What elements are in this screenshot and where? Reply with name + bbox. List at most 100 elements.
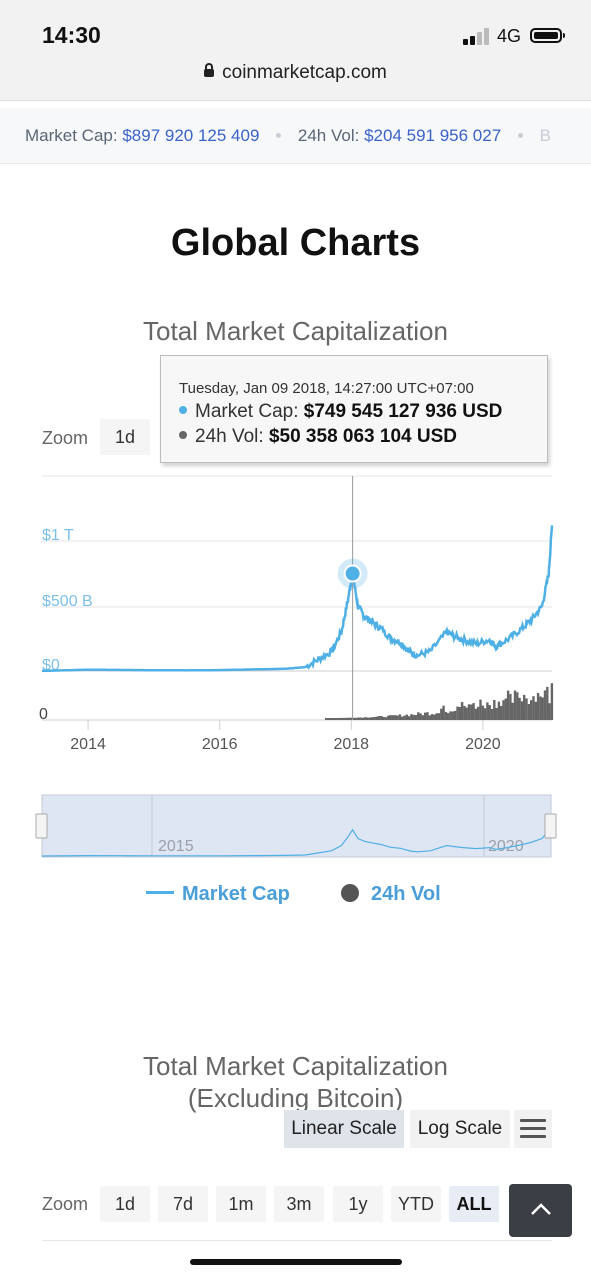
tooltip-label: 24h Vol: xyxy=(195,426,264,447)
highlighted-point xyxy=(343,564,362,583)
hamburger-icon-bar xyxy=(520,1135,546,1138)
navigator-label: 2015 xyxy=(158,838,194,855)
lock-icon xyxy=(204,63,215,77)
volume-bar xyxy=(472,703,475,720)
volume-bar xyxy=(387,715,390,720)
chevron-up-icon xyxy=(531,1203,551,1215)
x-tick-label: 2018 xyxy=(333,736,369,753)
url-text: coinmarketcap.com xyxy=(222,62,387,83)
tooltip-value: $749 545 127 936 USD xyxy=(303,401,503,422)
zoom-1d-button[interactable]: 1d xyxy=(100,419,150,455)
volume-bar xyxy=(442,705,445,720)
linear-scale-button[interactable]: Linear Scale xyxy=(284,1110,404,1148)
tooltip-value: $50 358 063 104 USD xyxy=(268,426,457,447)
volume-bar xyxy=(444,711,448,720)
chart-menu-button[interactable] xyxy=(514,1110,552,1148)
legend-item-market-cap[interactable]: Market Cap xyxy=(146,883,290,906)
x-tick-label: 2014 xyxy=(70,736,106,753)
navigator[interactable]: 2015 2020 xyxy=(35,794,557,858)
volume-bar xyxy=(518,697,521,720)
volume-bar xyxy=(407,716,411,720)
navigator-right-handle[interactable] xyxy=(544,813,557,839)
volume-bar xyxy=(368,717,372,720)
volume-bar xyxy=(354,717,358,720)
volume-bar xyxy=(523,694,526,720)
volume-bar xyxy=(424,712,427,720)
address-bar[interactable]: coinmarketcap.com xyxy=(0,62,591,84)
navigator-left-handle[interactable] xyxy=(35,813,48,839)
market-cap-chart[interactable]: $1 T $500 B $0 0 2014 2016 2018 2020 2015 2… xyxy=(0,460,591,880)
volume-bar xyxy=(486,702,489,720)
volume-bar xyxy=(377,716,381,720)
volume-bar xyxy=(419,713,422,720)
log-scale-button[interactable]: Log Scale xyxy=(410,1110,510,1148)
volume-bar xyxy=(481,705,484,720)
zoom-1d-button[interactable]: 1d xyxy=(100,1186,150,1222)
status-time: 14:30 xyxy=(42,22,101,48)
volume-bar xyxy=(414,715,418,720)
volume-bar xyxy=(357,717,360,720)
volume-bar xyxy=(380,716,383,720)
y-tick-label: $500 B xyxy=(42,593,93,610)
volume-bar xyxy=(426,712,429,720)
zoom-3m-button[interactable]: 3m xyxy=(274,1186,324,1222)
market-cap-link[interactable]: $897 920 125 409 xyxy=(122,126,260,145)
volume-bar xyxy=(511,702,514,720)
divider xyxy=(42,1240,552,1241)
global-stats-ticker: Market Cap: $897 920 125 409 24h Vol: $2… xyxy=(0,108,591,164)
zoom-1y-button[interactable]: 1y xyxy=(333,1186,383,1222)
volume-bar xyxy=(343,717,346,720)
volume-bar xyxy=(449,711,452,720)
zoom-all-button[interactable]: ALL xyxy=(449,1186,499,1222)
series-dot-icon xyxy=(179,431,187,439)
next-stat-label: B xyxy=(539,126,551,145)
browser-top-bar: 14:30 4G coinmarketcap.com xyxy=(0,0,591,101)
volume-bar xyxy=(341,717,344,720)
volume-bar xyxy=(435,713,438,720)
volume-bar xyxy=(456,706,459,720)
volume-bar xyxy=(467,704,471,720)
volume-bar xyxy=(509,694,512,720)
volume-bar xyxy=(396,715,399,720)
volume-bar xyxy=(530,700,533,720)
scroll-to-top-button[interactable] xyxy=(509,1184,572,1237)
market-cap-series-line xyxy=(41,525,554,673)
volume-bar xyxy=(527,704,531,720)
volume-bar xyxy=(371,717,374,720)
volume-bar xyxy=(520,701,524,720)
signal-icon xyxy=(463,28,491,45)
zoom-7d-button[interactable]: 7d xyxy=(158,1186,208,1222)
volume-bar xyxy=(488,705,491,720)
volume-bar xyxy=(440,708,443,720)
volume-bar xyxy=(451,711,454,720)
volume-bar xyxy=(474,708,478,720)
volume-bar xyxy=(417,712,420,720)
separator-dot xyxy=(517,133,523,138)
hamburger-icon-bar xyxy=(520,1127,546,1130)
volume-bar xyxy=(532,696,535,720)
volume-bar xyxy=(403,715,406,720)
volume-bar xyxy=(398,714,402,720)
volume-bar xyxy=(366,717,369,720)
volume-bar xyxy=(463,705,466,720)
vol-axis-tick: 0 xyxy=(39,706,48,723)
volume-bar xyxy=(513,690,517,720)
vol-link[interactable]: $204 591 956 027 xyxy=(364,126,502,145)
volume-bar xyxy=(382,717,385,720)
zoom-1m-button[interactable]: 1m xyxy=(216,1186,266,1222)
volume-bar xyxy=(334,718,337,720)
volume-bar xyxy=(421,715,425,720)
volume-bar xyxy=(352,717,355,720)
zoom-ytd-button[interactable]: YTD xyxy=(391,1186,441,1222)
volume-bar xyxy=(428,715,431,720)
chart2-subtitle: (Excluding Bitcoin) xyxy=(187,1083,404,1113)
volume-bar xyxy=(361,717,365,720)
hamburger-icon xyxy=(520,1119,546,1122)
volume-bar xyxy=(497,701,501,720)
volume-bar xyxy=(375,716,378,720)
volume-bar xyxy=(401,716,404,720)
chart-tooltip: Tuesday, Jan 09 2018, 14:27:00 UTC+07:00… xyxy=(160,355,548,463)
volume-bar xyxy=(495,707,498,720)
legend-item-vol[interactable]: 24h Vol xyxy=(341,883,441,906)
volume-bar xyxy=(477,706,480,720)
